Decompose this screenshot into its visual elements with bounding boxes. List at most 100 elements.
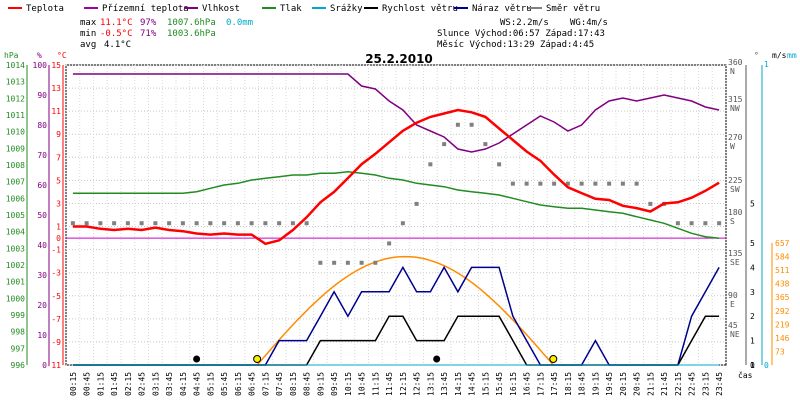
x-tick-2: 01:15 [96,372,105,396]
unit-degc: °C [57,51,67,60]
x-tick-0: 00:15 [69,372,78,396]
pressure-tick-7: 1003 [6,244,25,253]
x-tick-26: 13:15 [426,372,435,396]
temp-tick-13: 15 [51,61,61,70]
temp-tick-10: 9 [56,130,61,139]
axes: -11-9-7-5-3-1135791113150996997998999100… [6,58,790,396]
winddir-point [318,260,323,265]
winddir-point [373,260,378,265]
humidity-tick-8: 80 [37,121,47,130]
legend-label-1: Přízemní teplota [102,4,189,14]
stat-wg: WG:4m/s [570,18,608,28]
winddir-compass-7: NE [730,330,740,339]
pressure-tick-17: 1013 [6,78,25,87]
solar-tick-1: 146 [775,334,790,343]
winddir-compass-6: E [730,300,735,309]
winddir-tick-3: 225 [728,176,743,185]
temp-tick-3: -5 [51,292,61,301]
stat-max-label: max [80,18,97,28]
wind-upper-tick-1: 5 [750,199,755,208]
winddir-point [634,181,639,186]
winddir-point [428,162,433,167]
solar-tick-2: 219 [775,320,790,329]
winddir-point [84,221,89,226]
solar-tick-6: 511 [775,266,790,275]
winddir-point [455,122,460,127]
x-tick-47: 23:45 [715,372,724,396]
humidity-tick-9: 90 [37,91,47,100]
unit-mm: mm [787,51,797,60]
x-tick-21: 10:45 [358,372,367,396]
stat-ws: WS:2.2m/s [500,18,549,28]
stat-max-press: 1007.6hPa [167,18,216,28]
temp-tick-2: -7 [51,315,61,324]
solar-tick-0: 73 [775,347,785,356]
winddir-point [552,181,557,186]
winddir-point [469,122,474,127]
x-tick-22: 11:15 [371,372,380,396]
temp-tick-4: -3 [51,269,61,278]
stat-avg-label: avg [80,40,96,50]
winddir-tick-2: 270 [728,133,743,142]
winddir-point [648,201,653,206]
pressure-tick-8: 1004 [6,228,25,237]
temp-tick-12: 13 [51,84,61,93]
unit-ms: m/s [772,51,787,60]
winddir-point [222,221,227,226]
x-tick-35: 17:45 [550,372,559,396]
x-tick-6: 03:15 [151,372,160,396]
x-tick-40: 20:15 [619,372,628,396]
winddir-point [277,221,282,226]
humidity-tick-1: 10 [37,331,47,340]
winddir-tick-0: 360 [728,58,743,67]
x-tick-15: 07:45 [275,372,284,396]
x-tick-43: 21:45 [660,372,669,396]
rain-tick-1: 1 [764,60,769,69]
winddir-point [153,221,158,226]
winddir-point [345,260,350,265]
x-tick-27: 13:45 [440,372,449,396]
stat-rain: 0.0mm [226,18,253,28]
legend-label-4: Srážky [330,4,363,14]
x-tick-24: 12:15 [399,372,408,396]
solar-tick-7: 584 [775,253,790,262]
winddir-point [290,221,295,226]
winddir-compass-2: W [730,142,735,151]
humidity-line [72,73,720,153]
winddir-point [70,221,75,226]
winddir-point [593,181,598,186]
winddir-point [400,221,405,226]
pressure-tick-2: 998 [11,328,26,337]
stat-max-temp: 11.1°C [100,18,133,28]
legend-label-2: Vlhkost [202,4,240,14]
winddir-compass-4: S [730,217,735,226]
humidity-tick-0: 0 [42,361,47,370]
moonrise-marker [433,355,441,363]
unit-deg: ° [754,51,759,60]
x-axis-label: čas [738,370,753,380]
stat-min-hum: 71% [140,29,157,39]
winddir-tick-5: 135 [728,249,743,258]
winddir-point [717,221,722,226]
temp-tick-1: -9 [51,338,61,347]
winddir-point [194,221,199,226]
winddir-point [332,260,337,265]
temp-zero-tick: 0 [56,234,61,243]
winddir-point [414,201,419,206]
wind-lower-tick-3: 2 [750,312,755,321]
x-tick-13: 06:45 [248,372,257,396]
winddir-compass-5: SE [730,258,740,267]
x-tick-33: 16:45 [523,372,532,396]
x-tick-23: 11:45 [385,372,394,396]
pressure-tick-18: 1014 [6,61,25,70]
winddir-point [139,221,144,226]
winddir-point [112,221,117,226]
winddir-point [565,181,570,186]
legend-label-7: Směr větru [546,4,600,14]
winddir-compass-0: N [730,67,735,76]
x-tick-5: 02:45 [138,372,147,396]
x-tick-32: 16:15 [509,372,518,396]
winddir-point [304,221,309,226]
x-tick-31: 15:45 [495,372,504,396]
sunset-marker [549,355,558,363]
